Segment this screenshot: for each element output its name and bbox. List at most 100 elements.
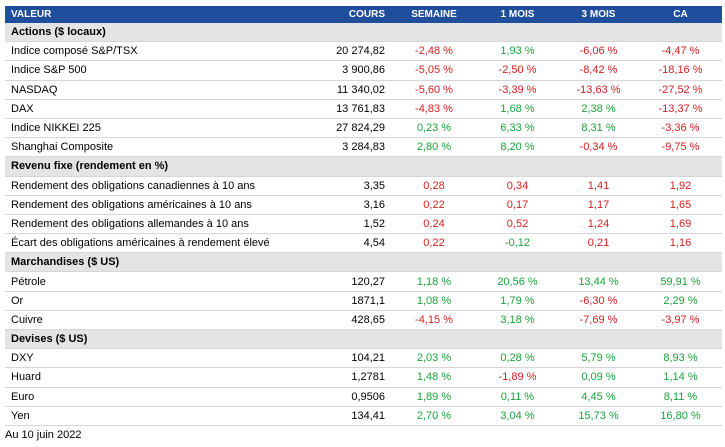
row-1-mois: 1,68 %: [477, 99, 558, 119]
row-1-mois: 0,28 %: [477, 348, 558, 369]
row-ca: 59,91 %: [639, 271, 722, 292]
row-ca: 1,14 %: [639, 367, 722, 388]
row-1-mois: 1,93 %: [477, 41, 558, 62]
row-1-mois: -0,12: [477, 233, 558, 254]
row-name: Écart des obligations américaines à rend…: [5, 233, 299, 254]
market-summary-table: VALEUR COURS SEMAINE 1 MOIS 3 MOIS CA Ac…: [5, 6, 722, 426]
row-cours: 104,21: [299, 348, 391, 369]
row-name: Rendement des obligations allemandes à 1…: [5, 214, 299, 235]
row-1-mois: 3,18 %: [477, 310, 558, 331]
row-3-mois: -6,30 %: [558, 291, 639, 311]
table-row: Rendement des obligations canadiennes à …: [5, 176, 722, 196]
row-3-mois: -7,69 %: [558, 310, 639, 331]
table-row: DAX 13 761,83 -4,83 % 1,68 % 2,38 % -13,37 %: [5, 99, 722, 119]
header-1-mois: 1 MOIS: [477, 6, 558, 23]
section-row: Marchandises ($ US): [5, 252, 722, 273]
table-row: Or 1871,1 1,08 % 1,79 % -6,30 % 2,29 %: [5, 291, 722, 311]
row-ca: -18,16 %: [639, 60, 722, 81]
row-name: Or: [5, 291, 299, 311]
row-ca: -13,37 %: [639, 99, 722, 119]
row-3-mois: 1,41: [558, 176, 639, 196]
table-row: Euro 0,9506 1,89 % 0,11 % 4,45 % 8,11 %: [5, 387, 722, 407]
row-3-mois: 0,21: [558, 233, 639, 254]
row-name: Rendement des obligations canadiennes à …: [5, 176, 299, 196]
row-3-mois: 13,44 %: [558, 271, 639, 292]
row-3-mois: 1,24: [558, 214, 639, 235]
date-footnote: Au 10 juin 2022: [5, 429, 82, 441]
row-semaine: -5,05 %: [391, 60, 477, 81]
row-1-mois: -2,50 %: [477, 60, 558, 81]
header-semaine: SEMAINE: [391, 6, 477, 23]
row-ca: -9,75 %: [639, 137, 722, 158]
row-semaine: -2,48 %: [391, 41, 477, 62]
table-row: Indice S&P 500 3 900,86 -5,05 % -2,50 % -8,4…: [5, 60, 722, 81]
row-1-mois: 1,79 %: [477, 291, 558, 311]
header-3-mois: 3 MOIS: [558, 6, 639, 23]
table-header-row: VALEUR COURS SEMAINE 1 MOIS 3 MOIS CA: [5, 6, 722, 23]
row-1-mois: 0,34: [477, 176, 558, 196]
row-semaine: -4,83 %: [391, 99, 477, 119]
row-cours: 1,2781: [299, 367, 391, 388]
row-1-mois: 3,04 %: [477, 406, 558, 426]
row-3-mois: 2,38 %: [558, 99, 639, 119]
row-name: NASDAQ: [5, 80, 299, 100]
row-semaine: 1,18 %: [391, 271, 477, 292]
row-ca: 8,11 %: [639, 387, 722, 407]
section-row: Revenu fixe (rendement en %): [5, 156, 722, 177]
table-row: Yen 134,41 2,70 % 3,04 % 15,73 % 16,80 %: [5, 406, 722, 426]
row-cours: 3,35: [299, 176, 391, 196]
table-row: Huard 1,2781 1,48 % -1,89 % 0,09 % 1,14 %: [5, 367, 722, 388]
table-body: Actions ($ locaux) Indice composé S&P/TSX…: [5, 23, 722, 426]
table-row: Rendement des obligations allemandes à 1…: [5, 214, 722, 235]
section-row: Devises ($ US): [5, 329, 722, 350]
row-semaine: 0,22: [391, 195, 477, 215]
row-name: Shanghai Composite: [5, 137, 299, 158]
row-semaine: 2,03 %: [391, 348, 477, 369]
row-semaine: -4,15 %: [391, 310, 477, 331]
row-cours: 3 900,86: [299, 60, 391, 81]
row-semaine: 1,08 %: [391, 291, 477, 311]
row-cours: 3 284,83: [299, 137, 391, 158]
row-1-mois: -1,89 %: [477, 367, 558, 388]
row-cours: 20 274,82: [299, 41, 391, 62]
row-name: Cuivre: [5, 310, 299, 331]
row-ca: -3,36 %: [639, 118, 722, 139]
row-semaine: 0,22: [391, 233, 477, 254]
row-semaine: 0,23 %: [391, 118, 477, 139]
row-cours: 1871,1: [299, 291, 391, 311]
row-3-mois: 0,09 %: [558, 367, 639, 388]
row-semaine: 1,48 %: [391, 367, 477, 388]
table-row: Écart des obligations américaines à rend…: [5, 233, 722, 254]
row-1-mois: -3,39 %: [477, 80, 558, 100]
table-row: NASDAQ 11 340,02 -5,60 % -3,39 % -13,63 % -27…: [5, 80, 722, 100]
row-ca: 1,69: [639, 214, 722, 235]
row-3-mois: -8,42 %: [558, 60, 639, 81]
row-3-mois: 8,31 %: [558, 118, 639, 139]
row-ca: 1,65: [639, 195, 722, 215]
table-row: Cuivre 428,65 -4,15 % 3,18 % -7,69 % -3,97 %: [5, 310, 722, 331]
row-cours: 13 761,83: [299, 99, 391, 119]
row-name: DAX: [5, 99, 299, 119]
row-cours: 11 340,02: [299, 80, 391, 100]
section-title: Devises ($ US): [5, 329, 722, 350]
row-1-mois: 0,17: [477, 195, 558, 215]
row-cours: 1,52: [299, 214, 391, 235]
row-ca: 1,92: [639, 176, 722, 196]
row-cours: 134,41: [299, 406, 391, 426]
row-semaine: 0,24: [391, 214, 477, 235]
row-ca: -3,97 %: [639, 310, 722, 331]
table-row: Indice NIKKEI 225 27 824,29 0,23 % 6,33 % 8,…: [5, 118, 722, 139]
row-cours: 428,65: [299, 310, 391, 331]
row-cours: 4,54: [299, 233, 391, 254]
table-row: Shanghai Composite 3 284,83 2,80 % 8,20 % -0…: [5, 137, 722, 158]
header-valeur: VALEUR: [5, 6, 299, 23]
section-row: Actions ($ locaux): [5, 23, 722, 43]
row-3-mois: 4,45 %: [558, 387, 639, 407]
row-cours: 0,9506: [299, 387, 391, 407]
row-name: Indice NIKKEI 225: [5, 118, 299, 139]
row-1-mois: 0,52: [477, 214, 558, 235]
row-name: Huard: [5, 367, 299, 388]
row-semaine: 1,89 %: [391, 387, 477, 407]
section-title: Marchandises ($ US): [5, 252, 722, 273]
